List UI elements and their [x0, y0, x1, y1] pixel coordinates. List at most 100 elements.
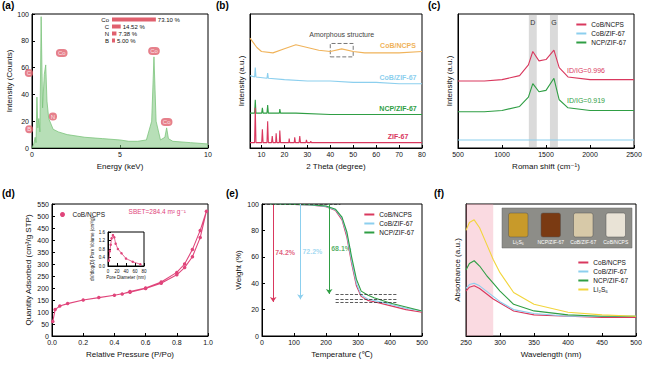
- svg-text:300: 300: [494, 339, 506, 346]
- svg-text:550: 550: [37, 201, 49, 208]
- svg-text:Intensity (Counts): Intensity (Counts): [5, 49, 14, 112]
- svg-text:N: N: [51, 114, 55, 120]
- svg-text:20: 20: [21, 118, 29, 125]
- svg-text:500: 500: [416, 339, 428, 346]
- svg-text:20: 20: [114, 269, 120, 274]
- svg-text:40: 40: [326, 151, 334, 158]
- svg-text:500: 500: [630, 339, 642, 346]
- svg-text:80: 80: [141, 269, 147, 274]
- svg-text:450: 450: [37, 225, 49, 232]
- svg-text:(f): (f): [434, 188, 444, 199]
- svg-text:74.2%: 74.2%: [275, 249, 296, 256]
- svg-text:CoB/NCPS: CoB/NCPS: [73, 211, 106, 218]
- svg-text:80: 80: [418, 151, 426, 158]
- svg-text:400: 400: [562, 339, 574, 346]
- svg-text:NCP/ZIF-67: NCP/ZIF-67: [379, 229, 414, 236]
- svg-text:20: 20: [281, 151, 289, 158]
- svg-text:350: 350: [528, 339, 540, 346]
- svg-text:CoB/NCPS: CoB/NCPS: [603, 239, 629, 245]
- svg-text:Intensity (a.u.): Intensity (a.u.): [445, 55, 454, 106]
- svg-text:10: 10: [258, 151, 266, 158]
- svg-text:CoB/ZIF-67: CoB/ZIF-67: [570, 239, 596, 245]
- svg-text:Pore Diameter (nm): Pore Diameter (nm): [106, 275, 146, 280]
- svg-text:50: 50: [349, 151, 357, 158]
- svg-text:B: B: [27, 126, 31, 132]
- svg-text:NCP/ZIF-67: NCP/ZIF-67: [593, 277, 628, 284]
- svg-text:0.4: 0.4: [99, 255, 106, 260]
- svg-text:0.0: 0.0: [99, 264, 106, 269]
- svg-text:(c): (c): [428, 0, 440, 11]
- svg-text:100: 100: [288, 339, 300, 346]
- svg-text:80: 80: [251, 227, 259, 234]
- svg-text:5: 5: [118, 151, 122, 158]
- svg-text:450: 450: [596, 339, 608, 346]
- svg-text:(a): (a): [2, 0, 14, 11]
- svg-text:200: 200: [320, 339, 332, 346]
- svg-text:CoB/NCPS: CoB/NCPS: [591, 21, 624, 28]
- svg-text:150: 150: [37, 297, 49, 304]
- svg-text:NCP/ZIF-67: NCP/ZIF-67: [537, 239, 564, 245]
- svg-text:300: 300: [37, 261, 49, 268]
- svg-text:0.2: 0.2: [78, 339, 88, 346]
- svg-text:7.38 %: 7.38 %: [118, 31, 137, 37]
- svg-text:Energy (keV): Energy (keV): [97, 162, 144, 171]
- svg-text:250: 250: [460, 339, 472, 346]
- svg-text:250: 250: [37, 273, 49, 280]
- svg-text:Temperature (℃): Temperature (℃): [311, 350, 373, 359]
- svg-text:(d): (d): [2, 188, 15, 199]
- svg-text:Quantity Adsorbed (cm³/g STP): Quantity Adsorbed (cm³/g STP): [24, 214, 33, 325]
- svg-text:ZIF-67: ZIF-67: [388, 133, 409, 140]
- svg-text:40: 40: [251, 280, 259, 287]
- svg-text:10: 10: [204, 151, 212, 158]
- svg-text:Co: Co: [58, 50, 66, 56]
- svg-text:C: C: [105, 24, 110, 30]
- svg-text:1.2: 1.2: [99, 238, 106, 243]
- svg-text:Amorphous structure: Amorphous structure: [309, 31, 374, 39]
- svg-text:G: G: [551, 19, 556, 26]
- svg-text:0.8: 0.8: [172, 339, 182, 346]
- svg-text:500: 500: [37, 213, 49, 220]
- svg-text:dV/dlog(D) Pore Volume (cm³/g): dV/dlog(D) Pore Volume (cm³/g): [90, 216, 95, 281]
- svg-text:Roman shift (cm⁻¹): Roman shift (cm⁻¹): [512, 162, 580, 171]
- svg-text:40: 40: [21, 91, 29, 98]
- svg-text:0: 0: [107, 269, 110, 274]
- svg-text:1000: 1000: [494, 151, 510, 158]
- svg-text:(b): (b): [216, 0, 229, 11]
- svg-text:Relative Pressure (P/Po): Relative Pressure (P/Po): [86, 350, 174, 359]
- svg-text:100: 100: [17, 11, 29, 18]
- svg-text:ID/IG=0.996: ID/IG=0.996: [567, 67, 605, 74]
- svg-text:73.10 %: 73.10 %: [158, 17, 181, 23]
- svg-text:2500: 2500: [626, 151, 642, 158]
- svg-text:Absorbance (a.u.): Absorbance (a.u.): [453, 238, 462, 302]
- svg-text:100: 100: [37, 309, 49, 316]
- svg-text:CoB/ZIF-67: CoB/ZIF-67: [379, 220, 413, 227]
- svg-text:60: 60: [372, 151, 380, 158]
- svg-text:20: 20: [251, 306, 259, 313]
- svg-text:0: 0: [25, 145, 29, 152]
- svg-text:SBET=284.4 m² g⁻¹: SBET=284.4 m² g⁻¹: [129, 208, 187, 216]
- svg-text:60: 60: [251, 253, 259, 260]
- svg-text:0.4: 0.4: [110, 339, 120, 346]
- svg-text:NCP/ZIF-67: NCP/ZIF-67: [591, 39, 626, 46]
- svg-text:NCP/ZIF-67: NCP/ZIF-67: [379, 105, 416, 112]
- svg-text:1.0: 1.0: [203, 339, 213, 346]
- svg-text:CoB/ZIF-67: CoB/ZIF-67: [593, 268, 627, 275]
- svg-text:0.0: 0.0: [47, 339, 57, 346]
- svg-text:0.8: 0.8: [99, 247, 106, 252]
- svg-text:50: 50: [41, 321, 49, 328]
- svg-text:Co: Co: [163, 119, 171, 125]
- svg-text:70: 70: [395, 151, 403, 158]
- svg-text:100: 100: [247, 201, 259, 208]
- svg-text:N: N: [105, 31, 109, 37]
- svg-text:2 Theta (degree): 2 Theta (degree): [306, 162, 366, 171]
- svg-text:500: 500: [452, 151, 464, 158]
- svg-text:Intensity (a.u.): Intensity (a.u.): [237, 55, 246, 106]
- svg-text:14.52 %: 14.52 %: [123, 24, 146, 30]
- svg-text:1.6: 1.6: [99, 230, 106, 235]
- svg-text:CoB/NCPS: CoB/NCPS: [593, 259, 626, 266]
- svg-text:Co: Co: [101, 17, 109, 23]
- svg-text:2000: 2000: [582, 151, 598, 158]
- svg-text:CoB/NCPS: CoB/NCPS: [379, 211, 412, 218]
- svg-text:40: 40: [123, 269, 129, 274]
- svg-text:5.00 %: 5.00 %: [117, 38, 136, 44]
